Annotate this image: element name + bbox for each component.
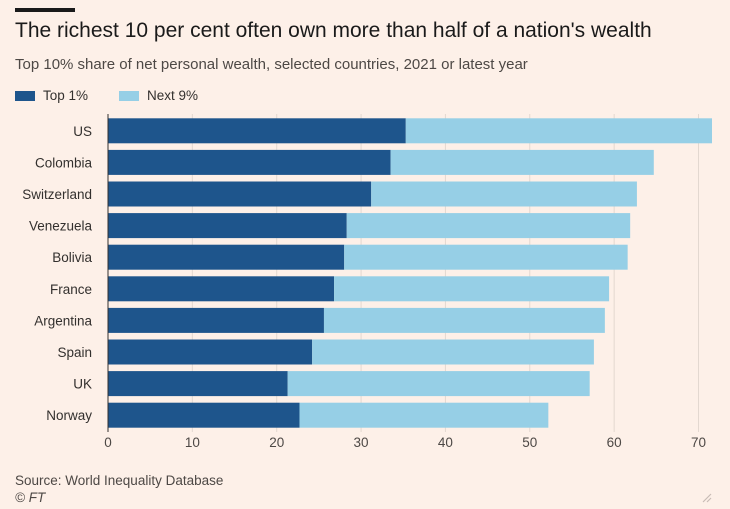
y-category-label: Switzerland (22, 187, 92, 202)
legend-item-next9: Next 9% (119, 88, 198, 103)
bar-next9 (405, 118, 712, 144)
bar-next9 (323, 307, 605, 333)
y-category-label: Bolivia (52, 250, 92, 265)
legend-swatch-top1 (15, 90, 35, 101)
bar-top1 (108, 371, 288, 397)
source-note: Source: World Inequality Database (15, 473, 224, 488)
copyright-note: © FT (15, 490, 46, 505)
bar-top1 (108, 244, 345, 270)
legend-label-next9: Next 9% (147, 88, 199, 103)
bar-top1 (108, 149, 391, 175)
bar-top1 (108, 276, 335, 302)
x-tick-label: 20 (269, 435, 284, 450)
resize-grip-icon[interactable] (700, 491, 712, 503)
y-category-label: Colombia (35, 155, 93, 170)
legend-swatch-next9 (119, 90, 139, 101)
bar-next9 (390, 149, 654, 175)
x-tick-label: 30 (354, 435, 369, 450)
legend-label-top1: Top 1% (43, 88, 89, 103)
x-tick-label: 60 (607, 435, 622, 450)
y-category-label: France (50, 282, 92, 297)
bar-next9 (334, 276, 610, 302)
bar-top1 (108, 339, 313, 365)
bar-next9 (346, 213, 631, 239)
y-category-label: UK (73, 377, 92, 392)
x-tick-label: 70 (691, 435, 706, 450)
chart-subtitle: Top 10% share of net personal wealth, se… (15, 56, 528, 73)
chart-title: The richest 10 per cent often own more t… (15, 19, 652, 42)
y-category-label: US (73, 124, 92, 139)
bar-top1 (108, 213, 347, 239)
bar-top1 (108, 118, 406, 144)
bar-top1 (108, 307, 324, 333)
bar-top1 (108, 402, 300, 428)
bar-next9 (299, 402, 549, 428)
y-category-label: Argentina (34, 313, 92, 328)
bar-next9 (287, 371, 590, 397)
x-tick-label: 0 (104, 435, 112, 450)
bar-top1 (108, 181, 372, 207)
bar-next9 (344, 244, 628, 270)
x-tick-label: 10 (185, 435, 200, 450)
stacked-bar-chart: 0 10 20 30 40 50 60 70 US Colombia Switzerland Vene… (22, 114, 712, 450)
legend-item-top1: Top 1% (15, 88, 88, 103)
x-tick-label: 40 (438, 435, 453, 450)
y-category-label: Venezuela (29, 219, 93, 234)
y-category-label: Spain (57, 345, 92, 360)
x-tick-label: 50 (522, 435, 537, 450)
y-category-label: Norway (46, 408, 92, 423)
brand-rule (15, 8, 75, 12)
bar-next9 (312, 339, 594, 365)
bar-next9 (371, 181, 637, 207)
